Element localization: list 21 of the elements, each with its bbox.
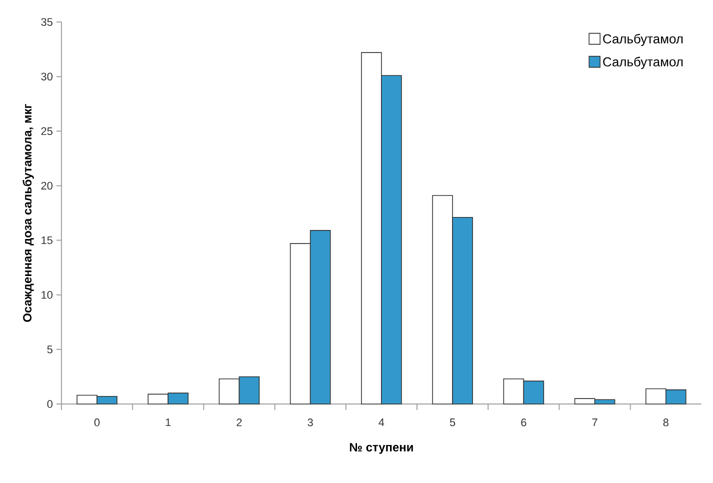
y-tick-label: 20 xyxy=(41,182,52,190)
x-tick-label: 8 xyxy=(663,418,668,426)
x-tick-label: 4 xyxy=(378,418,384,426)
x-axis-title: № ступени xyxy=(350,443,413,454)
x-tick-label: 5 xyxy=(450,418,456,426)
x-tick-label: 0 xyxy=(94,418,100,426)
y-tick-label: 15 xyxy=(42,236,52,244)
y-axis-title: Осажденная доза сальбутамола, мкг xyxy=(22,104,34,322)
y-tick-label: 30 xyxy=(41,72,52,80)
legend-label: Сальбутамол xyxy=(603,56,683,69)
x-tick-label: 7 xyxy=(592,418,598,426)
y-tick-label: 5 xyxy=(47,346,52,354)
legend-label: Сальбутамол xyxy=(603,34,683,46)
x-tick-label: 2 xyxy=(236,418,242,426)
y-tick-label: 0 xyxy=(47,400,52,408)
x-tick-label: 3 xyxy=(308,418,313,426)
y-tick-label: 25 xyxy=(41,127,52,136)
y-tick-label: 35 xyxy=(41,18,52,26)
x-tick-label: 1 xyxy=(166,418,171,426)
x-tick-label: 6 xyxy=(521,418,526,426)
y-tick-label: 10 xyxy=(42,290,52,299)
